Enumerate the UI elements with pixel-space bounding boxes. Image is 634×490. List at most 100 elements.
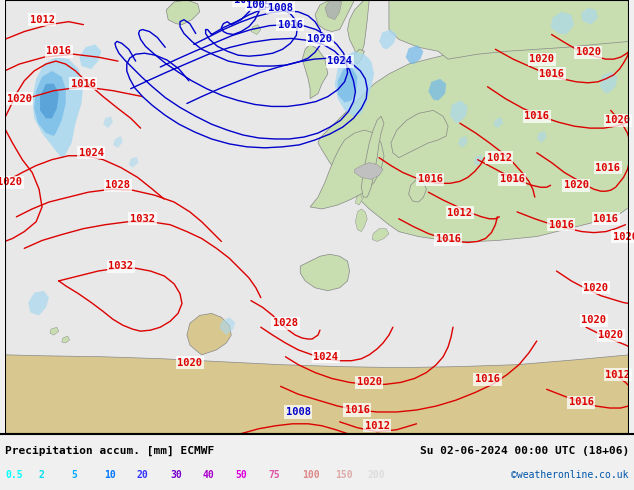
Polygon shape — [301, 254, 349, 291]
Text: 5: 5 — [71, 470, 77, 480]
Polygon shape — [356, 209, 367, 232]
Text: 1024: 1024 — [313, 352, 339, 362]
Polygon shape — [32, 57, 84, 158]
Text: 1020: 1020 — [307, 34, 332, 45]
Text: 1020: 1020 — [581, 315, 607, 325]
Text: 1020: 1020 — [613, 232, 634, 242]
Text: ©weatheronline.co.uk: ©weatheronline.co.uk — [512, 470, 629, 480]
Polygon shape — [600, 72, 618, 94]
Text: 1016: 1016 — [278, 20, 303, 29]
Text: 1020: 1020 — [564, 180, 589, 190]
Polygon shape — [379, 29, 397, 49]
Polygon shape — [391, 110, 448, 158]
Text: 1016: 1016 — [595, 163, 620, 172]
Text: 1012: 1012 — [448, 208, 472, 218]
Polygon shape — [581, 8, 598, 24]
Polygon shape — [325, 0, 342, 20]
Text: 150: 150 — [335, 470, 353, 480]
Text: 1016: 1016 — [569, 397, 593, 407]
Text: 30: 30 — [170, 470, 182, 480]
Text: 1008: 1008 — [268, 3, 293, 13]
Polygon shape — [429, 79, 446, 100]
Text: 75: 75 — [269, 470, 281, 480]
Polygon shape — [103, 116, 113, 128]
Text: 1012: 1012 — [487, 153, 512, 163]
Text: 1012: 1012 — [605, 369, 630, 380]
Polygon shape — [166, 0, 200, 24]
Polygon shape — [347, 0, 369, 59]
Text: 1020: 1020 — [178, 358, 202, 368]
Text: 20: 20 — [137, 470, 149, 480]
Polygon shape — [550, 12, 574, 34]
Text: 1032: 1032 — [130, 214, 155, 224]
Polygon shape — [458, 136, 468, 148]
Polygon shape — [302, 45, 328, 98]
Text: 1020: 1020 — [529, 54, 554, 64]
Text: 40: 40 — [203, 470, 215, 480]
Text: 1020: 1020 — [576, 47, 600, 57]
Polygon shape — [537, 131, 547, 143]
Polygon shape — [219, 318, 235, 335]
Text: 1016: 1016 — [71, 79, 96, 89]
Text: 1008: 1008 — [286, 407, 311, 417]
Text: 50: 50 — [236, 470, 248, 480]
Text: 200: 200 — [368, 470, 385, 480]
Polygon shape — [450, 100, 468, 123]
Polygon shape — [409, 179, 427, 202]
Text: Su 02-06-2024 00:00 UTC (18+06): Su 02-06-2024 00:00 UTC (18+06) — [420, 446, 629, 456]
Polygon shape — [354, 49, 365, 64]
Polygon shape — [335, 51, 374, 116]
Text: 1016: 1016 — [549, 220, 574, 230]
Text: 0.5: 0.5 — [5, 470, 23, 480]
Polygon shape — [310, 130, 384, 209]
Text: 1032: 1032 — [108, 261, 133, 271]
Polygon shape — [406, 46, 424, 64]
Polygon shape — [338, 67, 358, 102]
Polygon shape — [318, 39, 630, 242]
Polygon shape — [372, 229, 389, 242]
Text: 1012: 1012 — [30, 15, 55, 24]
Text: 1016: 1016 — [500, 174, 525, 184]
Polygon shape — [113, 136, 123, 148]
Text: 1020: 1020 — [357, 377, 382, 388]
Text: 1016: 1016 — [345, 405, 370, 415]
Polygon shape — [361, 116, 384, 197]
Text: 1016: 1016 — [524, 111, 549, 122]
Polygon shape — [354, 163, 383, 179]
Text: 1020: 1020 — [7, 94, 32, 103]
Polygon shape — [61, 336, 70, 343]
Text: 1020: 1020 — [605, 115, 630, 125]
Text: Precipitation accum. [mm] ECMWF: Precipitation accum. [mm] ECMWF — [5, 446, 214, 456]
Polygon shape — [251, 24, 261, 34]
Polygon shape — [34, 71, 66, 136]
Text: 1020: 1020 — [598, 330, 623, 340]
Text: 10: 10 — [104, 470, 116, 480]
Text: 1016: 1016 — [436, 235, 460, 245]
Polygon shape — [129, 157, 139, 168]
Text: 1000: 1000 — [233, 0, 259, 5]
Polygon shape — [187, 314, 231, 355]
Polygon shape — [40, 84, 59, 118]
Text: 2: 2 — [38, 470, 44, 480]
Text: 1020: 1020 — [0, 177, 22, 187]
Polygon shape — [315, 0, 354, 31]
Polygon shape — [50, 327, 59, 335]
Text: 1005: 1005 — [247, 0, 271, 10]
Text: 1016: 1016 — [46, 46, 71, 56]
Polygon shape — [79, 45, 101, 69]
Text: 1028: 1028 — [105, 180, 131, 190]
Polygon shape — [493, 117, 503, 128]
Text: 1016: 1016 — [475, 374, 500, 385]
Text: 1016: 1016 — [539, 69, 564, 79]
Text: 1024: 1024 — [327, 56, 352, 66]
Text: 1012: 1012 — [365, 421, 390, 431]
Polygon shape — [389, 0, 630, 59]
Text: 1028: 1028 — [273, 318, 298, 328]
Polygon shape — [29, 291, 49, 316]
Text: 1020: 1020 — [583, 283, 609, 293]
Polygon shape — [4, 355, 630, 434]
Polygon shape — [356, 194, 363, 205]
Text: 1016: 1016 — [593, 214, 618, 224]
Polygon shape — [474, 155, 484, 166]
Text: 1024: 1024 — [79, 148, 104, 158]
